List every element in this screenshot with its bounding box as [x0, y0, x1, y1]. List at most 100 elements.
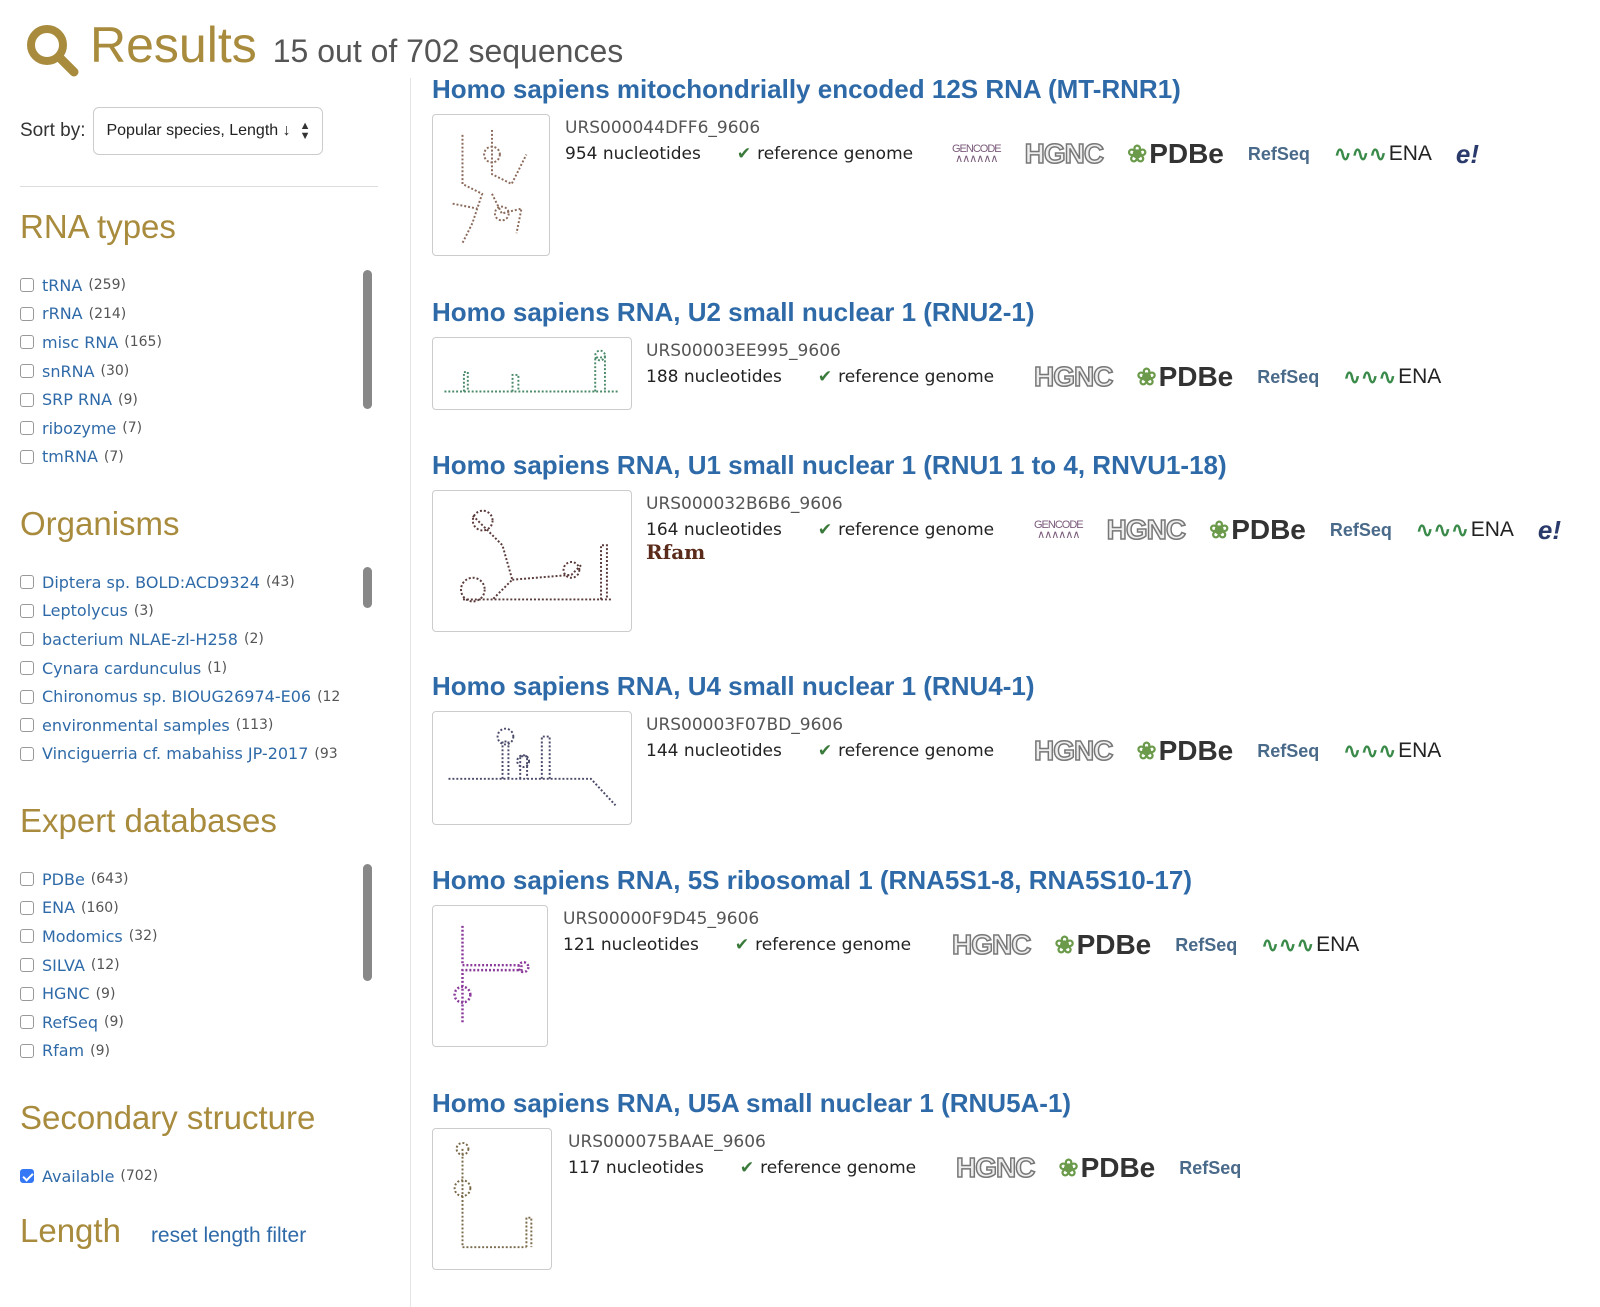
- facet-list-expert-databases[interactable]: PDBe (643) ENA (160) Modomics (32) SILVA (12) HG…: [20, 865, 360, 1077]
- facet-item[interactable]: Cynara cardunculus (1): [20, 654, 360, 683]
- facet-checkbox[interactable]: [20, 278, 34, 293]
- facet-checkbox[interactable]: [20, 306, 34, 321]
- facet-checkbox[interactable]: [20, 603, 34, 618]
- pdbe-logo[interactable]: ❀ PDBe: [1058, 1152, 1156, 1183]
- facet-item[interactable]: Diptera sp. BOLD:ACD9324 (43): [20, 568, 360, 597]
- hgnc-logo[interactable]: HGNC: [951, 928, 1032, 961]
- pdbe-logo[interactable]: ❀ PDBe: [1127, 138, 1224, 169]
- gencode-logo[interactable]: GENCODE ∧∧∧∧∧∧: [1034, 519, 1084, 541]
- facet-item[interactable]: Chironomus sp. BIOUG26974-E06 (12: [20, 682, 360, 711]
- facet-item[interactable]: Leptolycus (3): [20, 597, 360, 626]
- gencode-logo[interactable]: GENCODE ∧∧∧∧∧∧: [952, 143, 1002, 165]
- facet-item[interactable]: tmRNA (7): [20, 443, 360, 472]
- facet-label[interactable]: Cynara cardunculus: [42, 658, 202, 678]
- facet-checkbox[interactable]: [20, 900, 34, 915]
- result-title-link[interactable]: Homo sapiens RNA, 5S ribosomal 1 (RNA5S1…: [432, 865, 1192, 895]
- facet-checkbox[interactable]: [20, 718, 34, 733]
- secondary-structure-thumbnail[interactable]: [432, 905, 548, 1047]
- result-title-link[interactable]: Homo sapiens mitochondrially encoded 12S…: [432, 74, 1181, 104]
- ensembl-logo[interactable]: e!: [1537, 514, 1562, 545]
- facet-item[interactable]: bacterium NLAE-zl-H258 (2): [20, 625, 360, 654]
- pdbe-logo[interactable]: ❀ PDBe: [1136, 735, 1234, 766]
- facet-checkbox[interactable]: [20, 575, 34, 590]
- facet-checkbox[interactable]: [20, 958, 34, 973]
- facet-checkbox[interactable]: [20, 335, 34, 350]
- refseq-logo[interactable]: RefSeq: [1179, 1157, 1242, 1178]
- facet-label[interactable]: PDBe: [42, 869, 85, 889]
- result-title-link[interactable]: Homo sapiens RNA, U5A small nuclear 1 (R…: [432, 1088, 1072, 1118]
- sort-select[interactable]: Popular species, Length ↓ ▲ ▼: [93, 107, 324, 155]
- refseq-logo[interactable]: RefSeq: [1247, 143, 1310, 164]
- facet-item[interactable]: misc RNA (165): [20, 328, 360, 357]
- facet-checkbox[interactable]: [20, 872, 34, 887]
- facet-label[interactable]: tRNA: [42, 275, 83, 295]
- facet-label[interactable]: bacterium NLAE-zl-H258: [42, 629, 238, 649]
- refseq-logo[interactable]: RefSeq: [1257, 740, 1320, 761]
- facet-item[interactable]: snRNA (30): [20, 357, 360, 386]
- result-title-link[interactable]: Homo sapiens RNA, U2 small nuclear 1 (RN…: [432, 297, 1035, 327]
- ena-logo[interactable]: ∿∿∿ ENA: [1333, 142, 1432, 166]
- facet-label[interactable]: snRNA: [42, 361, 95, 381]
- secondary-structure-thumbnail[interactable]: [432, 1128, 552, 1270]
- refseq-logo[interactable]: RefSeq: [1257, 366, 1320, 387]
- facet-checkbox[interactable]: [20, 1043, 34, 1058]
- ensembl-logo[interactable]: e!: [1455, 138, 1480, 169]
- hgnc-logo[interactable]: HGNC: [1024, 137, 1105, 170]
- ena-logo[interactable]: ∿∿∿ ENA: [1415, 518, 1514, 542]
- facet-item[interactable]: Rfam (9): [20, 1037, 360, 1066]
- result-title-link[interactable]: Homo sapiens RNA, U4 small nuclear 1 (RN…: [432, 671, 1035, 701]
- facet-label[interactable]: Available: [42, 1166, 115, 1186]
- facet-label[interactable]: Vinciguerria cf. mabahiss JP-2017: [42, 744, 309, 764]
- facet-label[interactable]: Leptolycus: [42, 601, 128, 621]
- refseq-logo[interactable]: RefSeq: [1175, 934, 1238, 955]
- hgnc-logo[interactable]: HGNC: [955, 1151, 1036, 1184]
- facet-label[interactable]: ENA: [42, 898, 76, 918]
- facet-checkbox[interactable]: [20, 364, 34, 379]
- ena-logo[interactable]: ∿∿∿ ENA: [1261, 933, 1360, 957]
- secondary-structure-thumbnail[interactable]: [432, 711, 632, 825]
- rfam-logo[interactable]: Rfam: [646, 540, 706, 564]
- pdbe-logo[interactable]: ❀ PDBe: [1136, 361, 1234, 392]
- facet-scrollbar[interactable]: [363, 864, 372, 981]
- result-title-link[interactable]: Homo sapiens RNA, U1 small nuclear 1 (RN…: [432, 450, 1227, 480]
- facet-item[interactable]: HGNC (9): [20, 979, 360, 1008]
- facet-item[interactable]: tRNA (259): [20, 271, 360, 300]
- hgnc-logo[interactable]: HGNC: [1033, 360, 1114, 393]
- ena-logo[interactable]: ∿∿∿ ENA: [1343, 365, 1442, 389]
- facet-checkbox[interactable]: [20, 421, 34, 436]
- facet-list-secondary-structure[interactable]: Available (702): [20, 1162, 360, 1192]
- facet-checkbox[interactable]: [20, 632, 34, 647]
- facet-checkbox[interactable]: [20, 929, 34, 944]
- facet-checkbox[interactable]: [20, 1169, 34, 1184]
- facet-item[interactable]: rRNA (214): [20, 300, 360, 329]
- hgnc-logo[interactable]: HGNC: [1106, 513, 1187, 546]
- facet-label[interactable]: misc RNA: [42, 332, 119, 352]
- refseq-logo[interactable]: RefSeq: [1329, 519, 1392, 540]
- secondary-structure-thumbnail[interactable]: [432, 337, 632, 410]
- facet-checkbox[interactable]: [20, 689, 34, 704]
- facet-label[interactable]: tmRNA: [42, 447, 98, 467]
- facet-item[interactable]: Vinciguerria cf. mabahiss JP-2017 (93: [20, 740, 360, 769]
- facet-scrollbar[interactable]: [363, 270, 372, 409]
- facet-label[interactable]: RefSeq: [42, 1012, 99, 1032]
- pdbe-logo[interactable]: ❀ PDBe: [1054, 929, 1152, 960]
- secondary-structure-thumbnail[interactable]: [432, 490, 632, 632]
- facet-label[interactable]: Modomics: [42, 926, 123, 946]
- secondary-structure-thumbnail[interactable]: [432, 114, 550, 256]
- facet-label[interactable]: rRNA: [42, 304, 83, 324]
- facet-label[interactable]: SRP RNA: [42, 390, 113, 410]
- facet-scrollbar[interactable]: [363, 567, 372, 608]
- facet-item[interactable]: environmental samples (113): [20, 711, 360, 740]
- facet-list-organisms[interactable]: Diptera sp. BOLD:ACD9324 (43) Leptolycus (3…: [20, 568, 360, 780]
- pdbe-logo[interactable]: ❀ PDBe: [1209, 514, 1306, 545]
- facet-item[interactable]: ENA (160): [20, 894, 360, 923]
- facet-item[interactable]: ribozyme (7): [20, 414, 360, 443]
- facet-checkbox[interactable]: [20, 746, 34, 761]
- facet-item[interactable]: RefSeq (9): [20, 1008, 360, 1037]
- ena-logo[interactable]: ∿∿∿ ENA: [1343, 739, 1442, 763]
- facet-label[interactable]: Diptera sp. BOLD:ACD9324: [42, 572, 260, 592]
- facet-checkbox[interactable]: [20, 1015, 34, 1030]
- facet-checkbox[interactable]: [20, 661, 34, 676]
- facet-item[interactable]: SILVA (12): [20, 951, 360, 980]
- facet-checkbox[interactable]: [20, 449, 34, 464]
